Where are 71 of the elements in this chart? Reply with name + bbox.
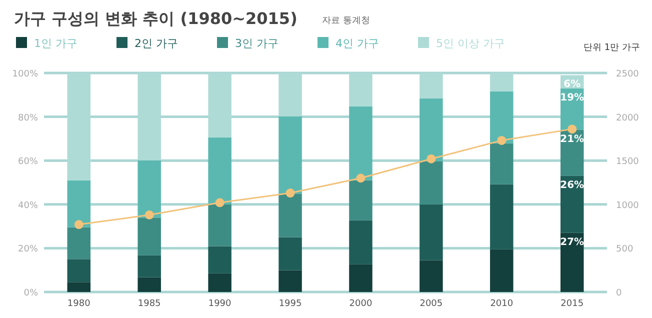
- bar: [349, 106, 372, 180]
- y2-tick-label: 0: [616, 288, 622, 298]
- y2-tick-label: 1500: [616, 157, 640, 168]
- bar: [490, 143, 514, 184]
- point: [356, 174, 366, 183]
- bar: [420, 260, 443, 292]
- y-tick-label: 80%: [18, 113, 38, 124]
- bar: [138, 255, 161, 278]
- point: [215, 198, 224, 208]
- bar: [208, 137, 232, 204]
- chart-subtitle: 자료 통계청: [322, 16, 370, 26]
- bar: [490, 249, 514, 292]
- x-tick-label: 2010: [490, 299, 514, 309]
- point: [144, 210, 154, 220]
- point: [286, 188, 295, 198]
- x-tick-label: 1990: [208, 299, 232, 309]
- legend-label: 1인 가구: [34, 37, 78, 50]
- y2-tick-label: 2500: [616, 70, 640, 80]
- x-tick-label: 1980: [67, 299, 91, 309]
- bar: [349, 180, 372, 220]
- y-tick-label: 100%: [12, 70, 38, 80]
- y2-tick-label: 2000: [616, 113, 640, 124]
- bar: [420, 161, 443, 204]
- bar: [138, 277, 161, 292]
- y2-axis-title: 단위 1만 가구: [584, 43, 640, 53]
- data-label: 19%: [560, 92, 584, 104]
- bar: [420, 204, 443, 260]
- y2-tick-label: 1000: [616, 200, 640, 211]
- bar: [349, 264, 372, 292]
- point: [497, 136, 506, 145]
- bar: [67, 180, 91, 228]
- x-tick-label: 1985: [138, 299, 161, 309]
- legend-label: 4인 가구: [336, 37, 379, 50]
- x-tick-label: 2000: [349, 299, 372, 309]
- bar: [560, 232, 584, 292]
- x-tick-label: 1995: [278, 299, 302, 309]
- bar: [278, 116, 302, 194]
- bar: [278, 237, 302, 270]
- data-label: 21%: [560, 134, 584, 145]
- data-label: 6%: [564, 79, 581, 90]
- legend-label: 2인 가구: [134, 37, 178, 50]
- bar: [278, 194, 302, 238]
- data-label: 27%: [560, 236, 584, 248]
- y2-tick-label: 500: [616, 244, 634, 255]
- y-tick-label: 20%: [18, 244, 38, 255]
- x-tick-label: 2015: [560, 299, 584, 309]
- bar: [208, 273, 232, 292]
- bar: [67, 259, 91, 282]
- point: [568, 124, 577, 134]
- legend-label: 5인 이상 가구: [436, 37, 505, 50]
- bar: [67, 282, 91, 292]
- legend-label: 3인 가구: [235, 37, 278, 50]
- data-label: 26%: [560, 180, 584, 191]
- bar: [138, 218, 161, 256]
- bar: [208, 204, 232, 246]
- x-tick-label: 2005: [420, 299, 443, 309]
- y-tick-label: 0%: [24, 288, 38, 298]
- bar: [278, 270, 302, 292]
- y-tick-label: 60%: [18, 157, 38, 168]
- bar: [349, 220, 372, 264]
- chart-title: 가구 구성의 변화 추이 (1980~2015): [14, 9, 298, 28]
- bar: [420, 98, 443, 162]
- bar: [138, 160, 161, 218]
- bar: [490, 91, 514, 144]
- bar: [490, 184, 514, 250]
- bar: [560, 176, 584, 233]
- point: [426, 154, 436, 164]
- bar: [67, 227, 91, 260]
- y-tick-label: 40%: [18, 200, 38, 211]
- bar: [208, 246, 232, 274]
- point: [74, 220, 84, 230]
